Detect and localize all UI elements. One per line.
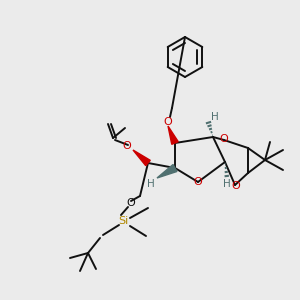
Text: O: O <box>127 198 135 208</box>
Polygon shape <box>157 164 177 178</box>
Text: O: O <box>232 181 240 191</box>
Text: H: H <box>211 112 219 122</box>
Text: O: O <box>194 177 202 187</box>
Text: O: O <box>123 141 131 151</box>
Text: H: H <box>223 179 231 189</box>
Polygon shape <box>133 150 150 166</box>
Text: O: O <box>220 134 228 144</box>
Polygon shape <box>168 126 178 144</box>
Text: Si: Si <box>118 216 128 226</box>
Text: H: H <box>147 179 155 189</box>
Text: O: O <box>164 117 172 127</box>
